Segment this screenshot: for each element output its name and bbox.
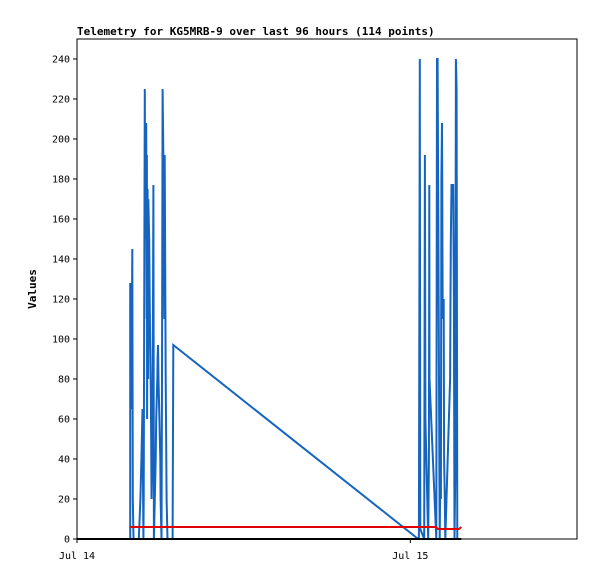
y-tick-label: 220 — [52, 95, 70, 106]
y-tick-label: 160 — [52, 215, 70, 226]
series-line-1 — [129, 58, 459, 540]
y-tick-label: 0 — [64, 535, 70, 546]
series-layer — [77, 58, 462, 540]
series-line-2 — [130, 526, 462, 530]
y-tick-label: 200 — [52, 135, 70, 146]
y-tick-label: 140 — [52, 255, 70, 266]
y-tick-label: 40 — [58, 455, 70, 466]
x-tick-label: Jul 14 — [59, 551, 95, 562]
y-tick-label: 80 — [58, 375, 70, 386]
y-tick-label: 120 — [52, 295, 70, 306]
y-axis-label: Values — [26, 269, 39, 309]
y-axis: 0 20 40 60 80 100 120 140 160 180 200 220 240 — [52, 55, 77, 546]
x-tick-label: Jul 15 — [392, 551, 428, 562]
y-tick-label: 100 — [52, 335, 70, 346]
y-tick-label: 60 — [58, 415, 70, 426]
y-tick-label: 240 — [52, 55, 70, 66]
chart-title: Telemetry for KG5MRB-9 over last 96 hour… — [77, 25, 435, 38]
y-tick-label: 20 — [58, 495, 70, 506]
y-tick-label: 180 — [52, 175, 70, 186]
